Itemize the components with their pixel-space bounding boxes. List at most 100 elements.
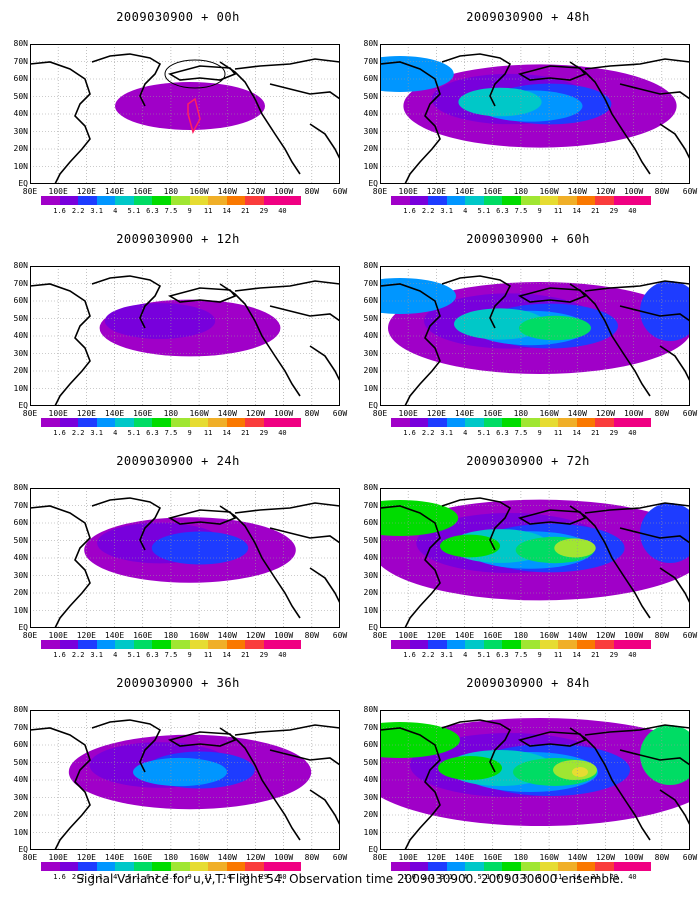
- coastline: [167, 65, 237, 81]
- longitude-label: 180: [513, 631, 529, 640]
- coastline: [619, 527, 690, 544]
- coastline: [234, 58, 340, 70]
- legend-swatch: [171, 862, 191, 871]
- variance-contour: [380, 56, 454, 92]
- variance-contour: [115, 82, 265, 130]
- latitude-label: 10N: [13, 161, 28, 171]
- legend-label: 1.6: [403, 207, 416, 215]
- legend-swatch: [613, 418, 633, 427]
- latitude-label: 80N: [363, 39, 378, 48]
- map-frame: [380, 266, 690, 406]
- latitude-label: 50N: [13, 757, 28, 767]
- legend-label: 1.6: [403, 651, 416, 659]
- legend-swatch: [245, 862, 265, 871]
- legend-label: 7.5: [514, 207, 528, 215]
- legend-swatch: [502, 418, 522, 427]
- legend-swatch: [558, 418, 578, 427]
- legend-label: 2.2: [421, 873, 435, 881]
- legend-label: 40: [278, 207, 287, 215]
- latitude-label: 60N: [13, 740, 28, 749]
- latitude-label: 30N: [363, 792, 378, 802]
- legend-label: 3.1: [90, 429, 104, 437]
- coastline: [569, 61, 651, 175]
- legend-swatch: [539, 862, 559, 871]
- legend-label: 7.5: [514, 873, 528, 881]
- latitude-label: 80N: [363, 483, 378, 492]
- longitude-label: 100E: [398, 409, 418, 418]
- forecast-panel: 2009030900 + 72h 80N 70N 60N 50N 40N 30N 20N 10N…: [358, 448, 698, 659]
- legend-label: 14: [222, 207, 231, 215]
- latitude-label: 30N: [363, 570, 378, 580]
- longitude-label: 80E: [372, 631, 388, 640]
- longitude-label: 100W: [623, 409, 644, 418]
- longitude-label: 120E: [426, 187, 446, 196]
- longitude-label: 100E: [48, 409, 68, 418]
- legend-swatch: [632, 196, 652, 205]
- legend-swatch: [282, 418, 302, 427]
- longitude-label: 120W: [245, 853, 266, 862]
- coastline: [234, 502, 340, 514]
- longitude-label: 60W: [332, 853, 348, 862]
- map-canvas: [30, 44, 340, 184]
- coastline: [380, 61, 441, 184]
- legend-swatch: [263, 862, 283, 871]
- legend-swatch: [78, 196, 98, 205]
- longitude-label: 80W: [304, 409, 320, 418]
- legend-swatch: [613, 862, 633, 871]
- longitude-label: 80E: [22, 853, 38, 862]
- legend-swatch: [446, 196, 466, 205]
- legend-swatch: [576, 418, 596, 427]
- latitude-label: 60N: [13, 296, 28, 305]
- legend-label: 4: [463, 873, 468, 881]
- latitude-label: 10N: [363, 161, 378, 171]
- legend-label: 9: [187, 429, 192, 437]
- legend-label: 3.1: [440, 651, 454, 659]
- legend-label: 40: [278, 651, 287, 659]
- latitude-label: 10N: [13, 383, 28, 393]
- latitude-label: EQ: [18, 845, 28, 854]
- forecast-panel: 2009030900 + 36h 80N 70N 60N 50N 40N 30N 20N 10N…: [8, 670, 348, 881]
- legend-label: 1.6: [53, 207, 66, 215]
- coastline: [380, 727, 441, 850]
- variance-contour: [519, 315, 591, 341]
- legend-swatch: [171, 196, 191, 205]
- longitude-label: 160E: [483, 631, 503, 640]
- latitude-label: 70N: [363, 56, 378, 66]
- legend-swatch: [576, 196, 596, 205]
- legend-label: 40: [628, 429, 637, 437]
- longitude-label: 100W: [273, 187, 294, 196]
- coastline: [269, 527, 340, 544]
- latitude-label: 60N: [13, 74, 28, 83]
- longitude-label: 120W: [595, 187, 616, 196]
- latitude-label: 60N: [363, 740, 378, 749]
- latitude-label: 70N: [13, 56, 28, 66]
- legend-label: 5.1: [477, 651, 491, 659]
- longitude-label: 180: [163, 409, 179, 418]
- longitude-label: 140E: [104, 631, 125, 640]
- legend-swatch: [41, 196, 61, 205]
- legend-swatch: [409, 640, 429, 649]
- latitude-label: 80N: [13, 483, 28, 492]
- longitude-label: 120E: [426, 631, 446, 640]
- legend-swatch: [115, 196, 135, 205]
- legend-label: 6.3: [496, 873, 509, 881]
- latitude-label: 80N: [13, 39, 28, 48]
- legend-swatch: [133, 196, 153, 205]
- longitude-label: 160W: [539, 187, 559, 196]
- legend-swatch: [465, 196, 485, 205]
- legend-swatch: [263, 196, 283, 205]
- coastline: [659, 345, 690, 382]
- legend-label: 7.5: [514, 429, 528, 437]
- longitude-label: 140E: [104, 409, 125, 418]
- longitude-label: 140W: [567, 409, 587, 418]
- legend-label: 40: [628, 873, 637, 881]
- legend-label: 4: [463, 429, 468, 437]
- legend-swatch: [115, 862, 135, 871]
- variance-contour: [438, 756, 502, 780]
- coastline: [569, 505, 651, 619]
- legend-label: 29: [259, 429, 269, 437]
- longitude-label: 80W: [654, 409, 670, 418]
- longitude-label: 160E: [133, 631, 153, 640]
- longitude-label: 100W: [273, 631, 294, 640]
- longitude-label: 160W: [189, 409, 209, 418]
